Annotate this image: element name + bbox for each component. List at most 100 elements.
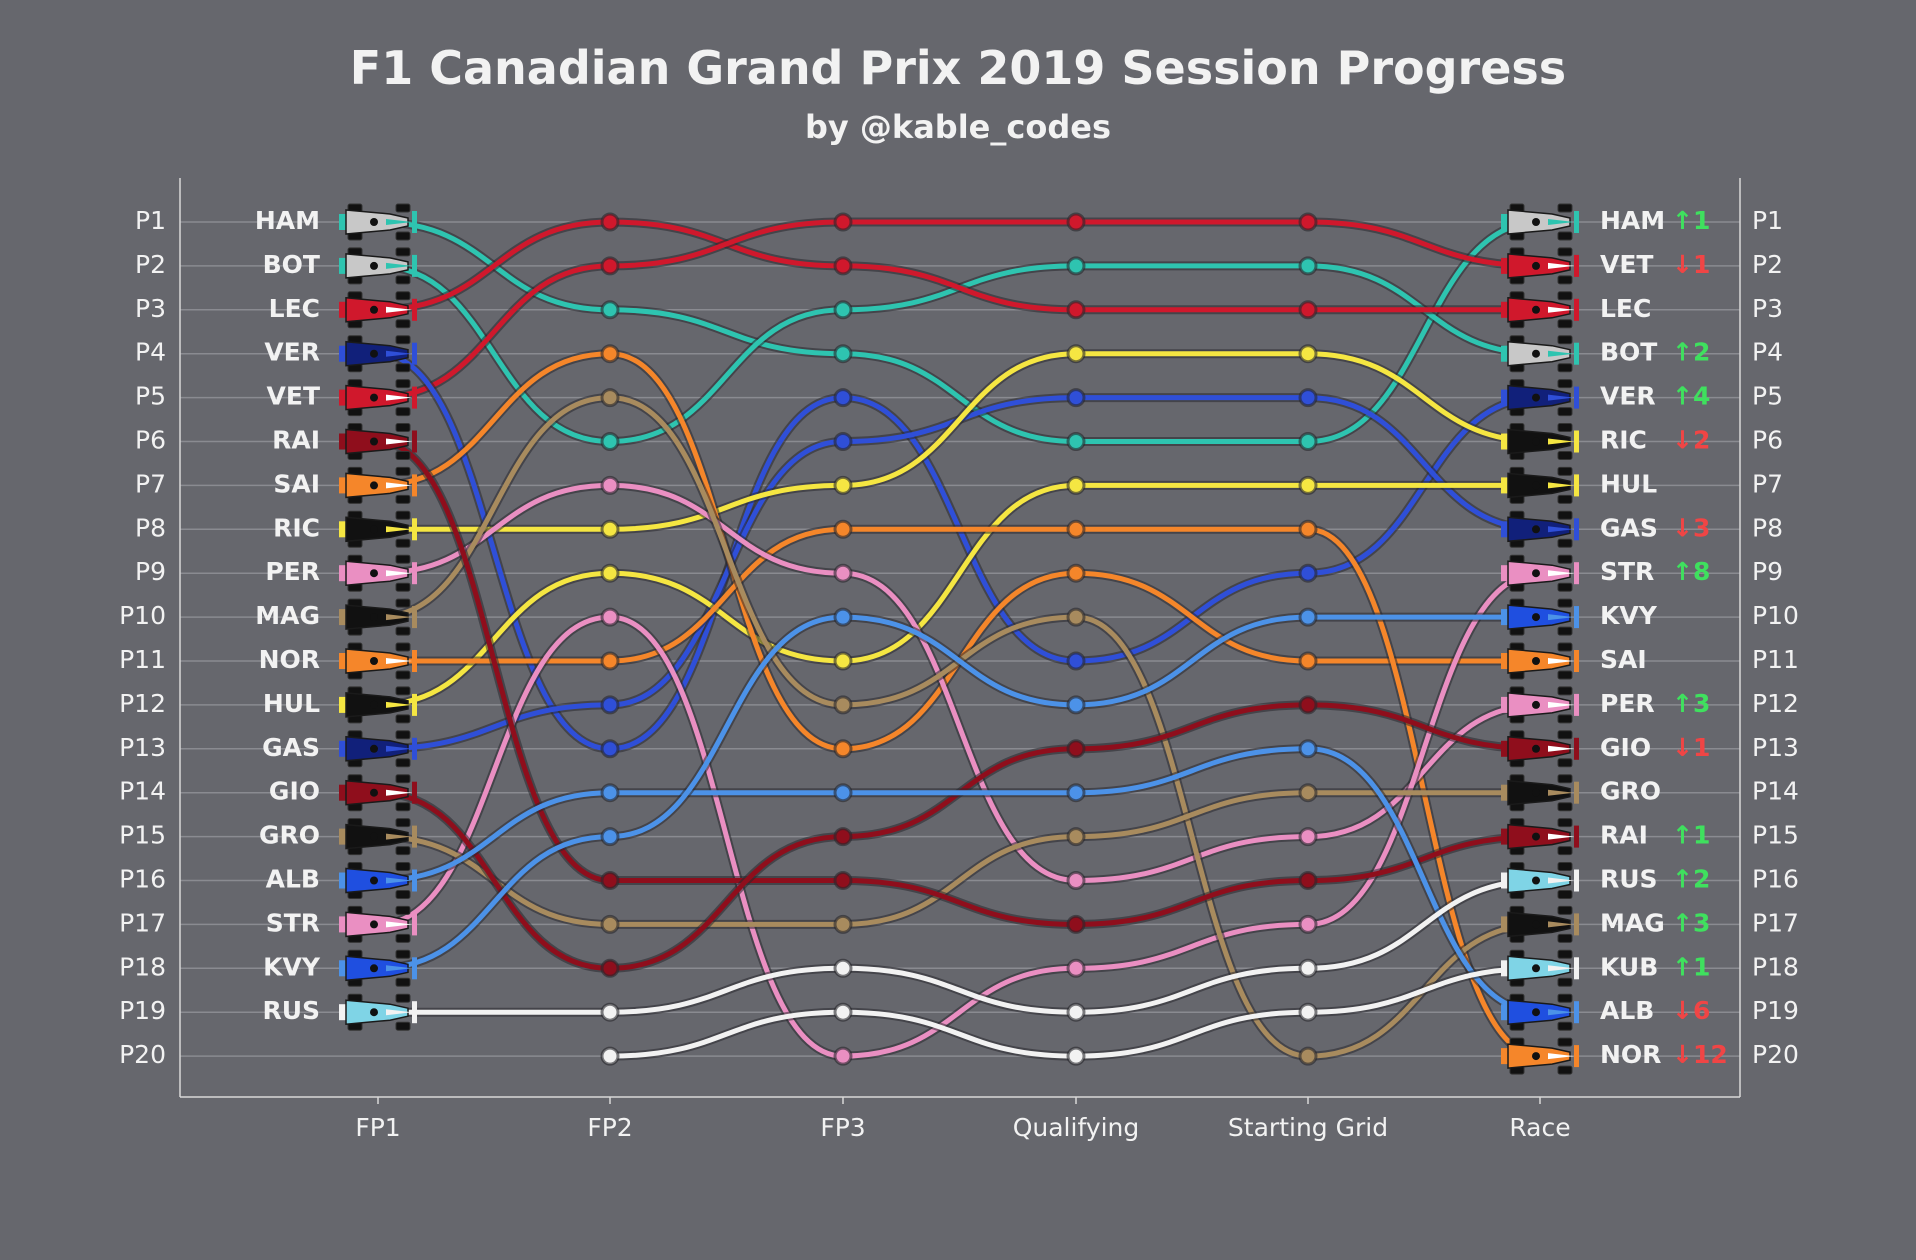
right-tick-label: P14 <box>1752 777 1799 806</box>
car-icon-ham <box>339 203 417 241</box>
left-tick-label: P14 <box>119 777 166 806</box>
right-tick-label: P8 <box>1752 513 1783 542</box>
fp1-driver-label: VER <box>264 338 320 367</box>
left-tick-label: P9 <box>135 557 166 586</box>
point-nor <box>1298 519 1318 539</box>
point-vet <box>833 212 853 232</box>
race-driver-label: GIO <box>1600 733 1651 762</box>
point-rai <box>600 871 620 890</box>
car-icon-hul <box>339 686 417 724</box>
car-icon-ham <box>1501 203 1579 241</box>
session-label: FP1 <box>355 1113 400 1142</box>
car-icon-rai <box>1501 818 1579 856</box>
car-icon-alb <box>339 862 417 899</box>
session-label: Race <box>1509 1113 1570 1142</box>
fp1-driver-label: RUS <box>262 996 320 1025</box>
right-tick-label: P5 <box>1752 382 1783 411</box>
series-line-per <box>375 482 1543 884</box>
fp1-driver-label: RIC <box>273 513 320 542</box>
series-line-gro <box>375 790 1543 927</box>
position-loss-label: ↓1 <box>1672 250 1710 279</box>
car-icon-ver <box>339 335 417 373</box>
point-ver <box>833 388 853 408</box>
series-line-rai <box>375 439 1543 927</box>
right-tick-label: P13 <box>1752 733 1799 762</box>
left-tick-label: P5 <box>135 382 166 411</box>
point-ver <box>1066 651 1086 671</box>
point-per <box>1066 871 1086 890</box>
point-gio <box>600 958 620 978</box>
left-tick-label: P16 <box>119 865 166 894</box>
fp1-driver-label: ALB <box>266 865 320 894</box>
point-per <box>600 475 620 495</box>
fp1-driver-label: GAS <box>262 733 320 762</box>
car-icon-ric <box>1501 423 1579 460</box>
session-label: Starting Grid <box>1228 1113 1388 1142</box>
race-driver-label: VER <box>1600 382 1656 411</box>
point-kub <box>833 1002 853 1022</box>
point-sai <box>1066 563 1086 583</box>
car-icon-kvy <box>1501 598 1579 636</box>
point-kub <box>1298 1002 1318 1022</box>
race-driver-label: PER <box>1600 689 1655 718</box>
race-driver-label: ALB <box>1600 996 1654 1025</box>
race-driver-label: LEC <box>1600 294 1651 323</box>
car-icon-per <box>1501 686 1579 724</box>
right-tick-label: P11 <box>1752 645 1799 674</box>
point-per <box>1298 827 1318 847</box>
fp1-driver-label: GRO <box>259 821 320 850</box>
session-label: FP3 <box>820 1113 865 1142</box>
point-ric <box>833 475 853 495</box>
axes <box>179 178 1741 1104</box>
point-vet <box>1066 212 1086 232</box>
car-icon-bot <box>339 247 417 285</box>
car-icon-kvy <box>339 949 417 987</box>
point-gro <box>1298 783 1318 803</box>
right-tick-label: P10 <box>1752 601 1799 630</box>
series-line-vet <box>375 219 1543 401</box>
point-mag <box>1298 1046 1318 1066</box>
point-hul <box>1298 475 1318 495</box>
point-kvy <box>600 827 620 847</box>
car-icon-lec <box>339 291 417 329</box>
point-lec <box>833 256 853 276</box>
point-rai <box>1298 871 1318 890</box>
point-bot <box>600 432 620 451</box>
point-bot <box>833 300 853 320</box>
position-loss-label: ↓3 <box>1672 513 1710 542</box>
point-hul <box>833 651 853 671</box>
series-line-alb <box>375 746 1543 1015</box>
car-icon-rus <box>339 993 417 1031</box>
fp1-driver-label: KVY <box>263 952 321 981</box>
point-bot <box>1066 256 1086 276</box>
left-tick-label: P11 <box>119 645 166 674</box>
series-line-gio <box>375 702 1543 971</box>
right-tick-label: P20 <box>1752 1040 1799 1069</box>
point-markers <box>600 212 1318 1066</box>
point-kvy <box>1066 695 1086 715</box>
position-gain-label: ↑2 <box>1672 865 1710 894</box>
right-tick-label: P12 <box>1752 689 1799 718</box>
car-icon-gro <box>1501 774 1579 812</box>
left-tick-label: P13 <box>119 733 166 762</box>
left-tick-label: P20 <box>119 1040 166 1069</box>
left-tick-label: P18 <box>119 952 166 981</box>
race-driver-label: HUL <box>1600 469 1657 498</box>
fp1-driver-label: VET <box>267 382 320 411</box>
left-tick-label: P3 <box>135 294 166 323</box>
point-kvy <box>833 607 853 627</box>
session-label: Qualifying <box>1013 1113 1140 1142</box>
car-icon-per <box>339 554 417 592</box>
position-gain-label: ↑1 <box>1672 206 1710 235</box>
fp1-driver-label: GIO <box>269 777 320 806</box>
point-lec <box>600 212 620 232</box>
race-driver-label: HAM <box>1600 206 1665 235</box>
car-icon-nor <box>1501 1037 1579 1075</box>
car-icon-str <box>339 905 417 943</box>
car-icon-rai <box>339 423 417 460</box>
point-rus <box>600 1002 620 1022</box>
right-tick-label: P18 <box>1752 952 1799 981</box>
car-icon-gio <box>339 774 417 812</box>
race-driver-label: STR <box>1600 557 1654 586</box>
point-ric <box>600 519 620 539</box>
